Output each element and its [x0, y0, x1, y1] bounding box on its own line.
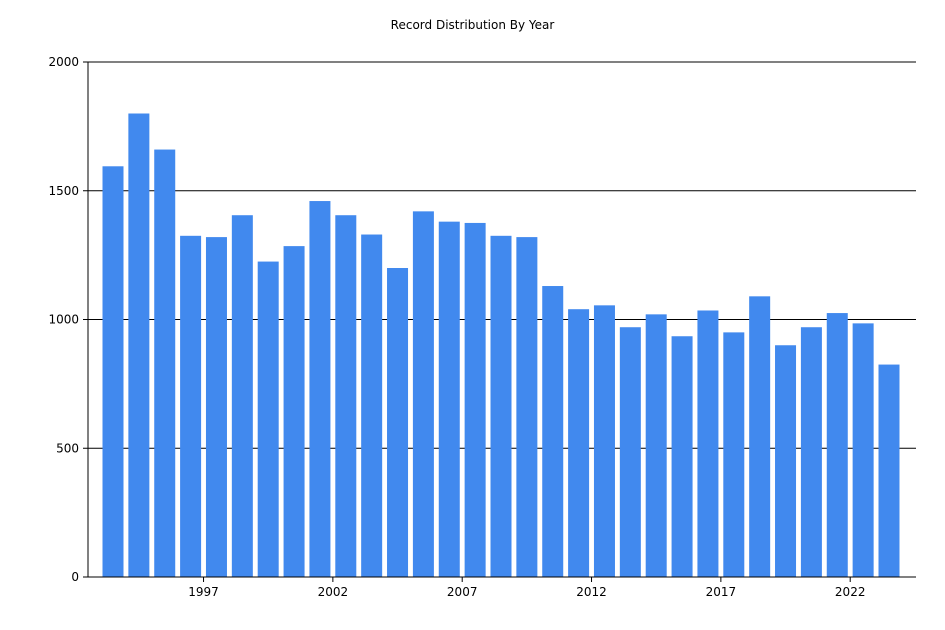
bar — [852, 323, 874, 577]
bar — [671, 336, 693, 577]
bar — [878, 364, 900, 577]
y-tick-label: 0 — [71, 570, 79, 584]
bar — [619, 327, 641, 577]
y-tick-label: 1500 — [48, 184, 79, 198]
bar — [257, 261, 279, 577]
bar — [826, 313, 848, 577]
bar — [542, 286, 564, 577]
bar — [438, 221, 460, 577]
bar — [361, 234, 383, 577]
bar — [128, 113, 150, 577]
bar — [775, 345, 797, 577]
bar — [387, 268, 409, 577]
bar — [231, 215, 253, 577]
bar — [723, 332, 745, 577]
x-tick-label: 2012 — [576, 585, 607, 599]
bar — [335, 215, 357, 577]
x-tick-label: 2007 — [447, 585, 478, 599]
bar — [568, 309, 590, 577]
bar — [283, 246, 305, 578]
bar — [412, 211, 434, 577]
bar — [464, 222, 486, 577]
bar — [102, 166, 124, 577]
bar — [309, 201, 331, 578]
bar — [800, 327, 822, 577]
bar — [593, 305, 615, 577]
x-tick-label: 2002 — [318, 585, 349, 599]
bar — [516, 237, 538, 577]
x-tick-label: 1997 — [188, 585, 219, 599]
bar — [697, 310, 719, 577]
bar — [749, 296, 771, 577]
bar — [205, 237, 227, 577]
y-tick-label: 500 — [56, 441, 79, 455]
y-tick-label: 1000 — [48, 313, 79, 327]
bar — [180, 235, 202, 577]
bar — [645, 314, 667, 577]
chart-title: Record Distribution By Year — [390, 18, 555, 32]
x-tick-label: 2022 — [835, 585, 866, 599]
bar — [490, 235, 512, 577]
y-tick-label: 2000 — [48, 55, 79, 69]
bar — [154, 149, 176, 578]
x-tick-label: 2017 — [706, 585, 737, 599]
